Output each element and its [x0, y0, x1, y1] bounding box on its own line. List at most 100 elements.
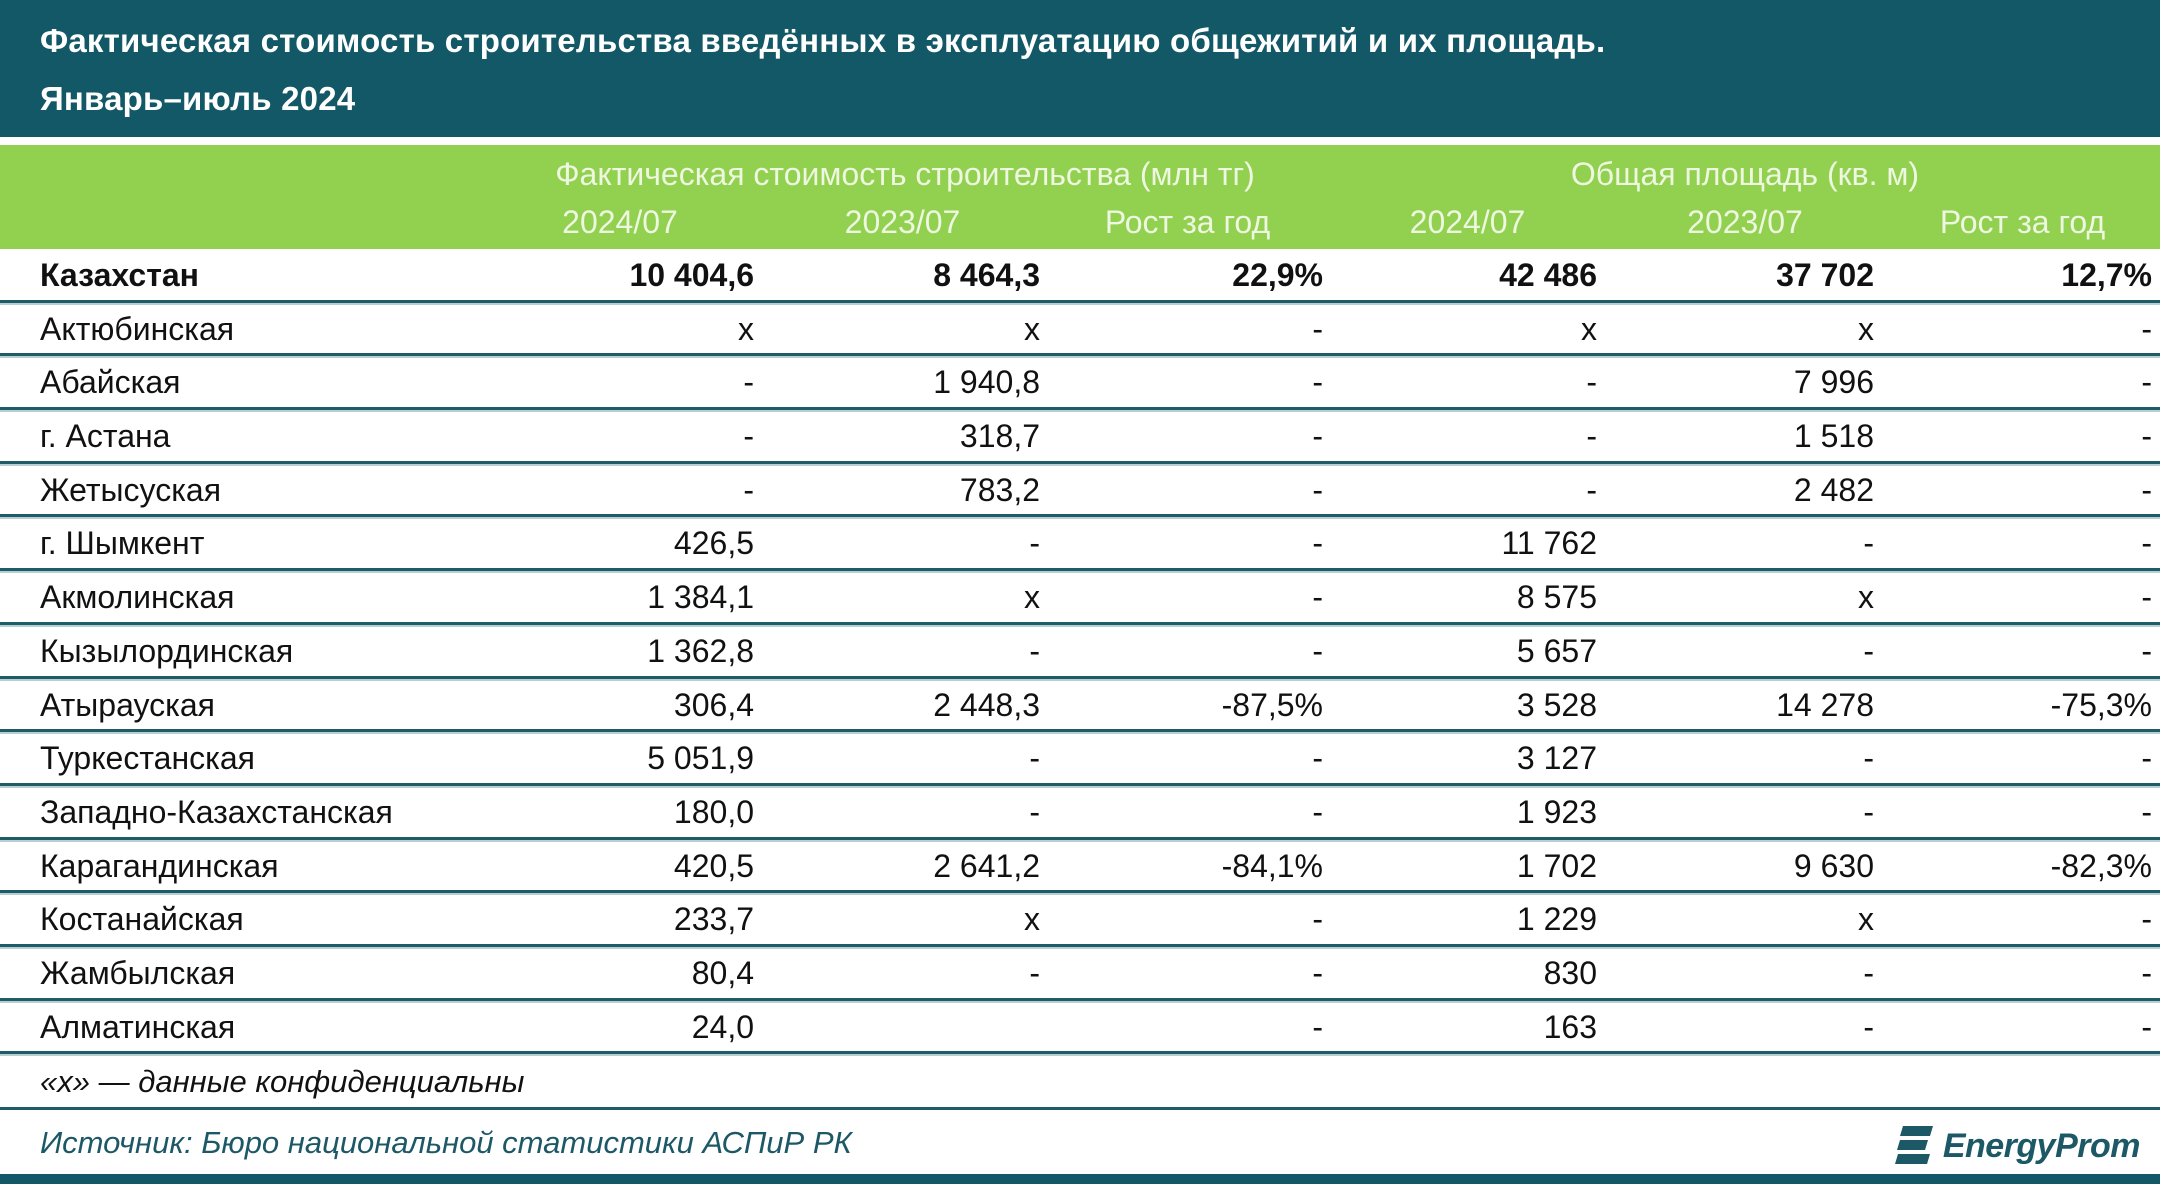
- region-name: г. Шымкент: [40, 525, 205, 562]
- source-row: Источник: Бюро национальной статистики А…: [0, 1112, 2160, 1174]
- title-separator: [0, 137, 2160, 145]
- energyprom-logo-icon: [1894, 1126, 1933, 1164]
- area-2023: -: [1863, 632, 1874, 669]
- cost-2024: 80,4: [691, 954, 754, 991]
- logo-text: EnergyProm: [1942, 1126, 2141, 1165]
- area-growth: -: [2141, 310, 2152, 347]
- area-2023: 37 702: [1776, 257, 1874, 293]
- cost-growth: -87,5%: [1221, 686, 1323, 723]
- region-name: Жетысуская: [40, 471, 222, 508]
- table-row: Акмолинская 1 384,1 x - 8 575 x -: [0, 571, 2160, 627]
- cost-2023: 318,7: [959, 418, 1040, 455]
- cost-growth: -: [1312, 364, 1323, 401]
- footnote-row: «x» — данные конфиденциальны: [0, 1054, 2160, 1111]
- cost-2023: x: [1024, 579, 1040, 616]
- area-growth: -82,3%: [2050, 847, 2152, 884]
- area-growth: -: [2141, 364, 2152, 401]
- area-growth: -: [2141, 740, 2152, 777]
- table-header: Фактическая стоимость строительства (млн…: [0, 145, 2160, 249]
- cost-growth: -84,1%: [1221, 847, 1323, 884]
- region-name: Костанайская: [40, 901, 244, 938]
- cost-2024: 233,7: [673, 901, 754, 938]
- cost-growth: -: [1312, 525, 1323, 562]
- table-row: Жамбылская 80,4 - - 830 - -: [0, 947, 2160, 1003]
- area-growth: -: [2141, 471, 2152, 508]
- area-growth: -: [2141, 954, 2152, 991]
- area-2024: -: [1586, 364, 1597, 401]
- table-row: Кызылординская 1 362,8 - - 5 657 - -: [0, 625, 2160, 681]
- col-header-area-2024: 2024/07: [1409, 204, 1526, 240]
- table-row: Жетысуская - 783,2 - - 2 482 -: [0, 464, 2160, 520]
- table-title: Фактическая стоимость строительства введ…: [40, 22, 1606, 59]
- source-note: Источник: Бюро национальной статистики А…: [40, 1125, 852, 1160]
- area-2023: x: [1858, 579, 1874, 616]
- cost-growth: -: [1312, 740, 1323, 777]
- col-header-cost-growth: Рост за год: [1104, 204, 1271, 240]
- area-growth: -: [2141, 525, 2152, 562]
- area-2023: -: [1863, 954, 1874, 991]
- cost-growth: -: [1312, 418, 1323, 455]
- region-name: Абайская: [40, 364, 181, 401]
- area-2023: -: [1863, 1008, 1874, 1045]
- bottom-bar: [0, 1174, 2160, 1184]
- region-name: Туркестанская: [40, 740, 255, 777]
- cost-2023: x: [1024, 901, 1040, 938]
- cost-2024: 1 362,8: [647, 632, 754, 669]
- area-2024: 3 528: [1516, 686, 1597, 723]
- cost-2023: 2 448,3: [933, 686, 1040, 723]
- cost-2024: 306,4: [673, 686, 754, 723]
- cost-2023: -: [1029, 740, 1040, 777]
- area-2023: -: [1863, 525, 1874, 562]
- cost-2023: -: [1029, 525, 1040, 562]
- group-header-area: Общая площадь (кв. м): [1570, 156, 1920, 192]
- area-2023: x: [1858, 901, 1874, 938]
- region-name: г. Астана: [40, 418, 171, 455]
- cost-growth: -: [1312, 954, 1323, 991]
- cost-2024: 5 051,9: [647, 740, 754, 777]
- cost-growth: -: [1312, 1008, 1323, 1045]
- region-name: Актюбинская: [40, 310, 235, 347]
- area-growth: -: [2141, 579, 2152, 616]
- area-2023: -: [1863, 740, 1874, 777]
- table-period: Январь–июль 2024: [40, 80, 356, 117]
- cost-2023: x: [1024, 310, 1040, 347]
- footnote: «x» — данные конфиденциальны: [40, 1064, 525, 1100]
- col-header-area-2023: 2023/07: [1687, 204, 1803, 240]
- cost-growth: -: [1312, 471, 1323, 508]
- region-name: Западно-Казахстанская: [40, 793, 393, 830]
- region-name: Атырауская: [40, 686, 215, 723]
- cost-2023: -: [1029, 954, 1040, 991]
- cost-2023: -: [1029, 632, 1040, 669]
- group-header-cost: Фактическая стоимость строительства (млн…: [555, 156, 1255, 192]
- cost-2023: 783,2: [959, 471, 1040, 508]
- energyprom-logo: EnergyProm: [1894, 1124, 2141, 1168]
- table-row: Туркестанская 5 051,9 - - 3 127 - -: [0, 732, 2160, 788]
- table-row: Карагандинская 420,5 2 641,2 -84,1% 1 70…: [0, 840, 2160, 895]
- cost-growth: -: [1312, 632, 1323, 669]
- area-2023: x: [1858, 310, 1874, 347]
- table-row: г. Шымкент 426,5 - - 11 762 - -: [0, 517, 2160, 573]
- area-2024: 1 702: [1516, 847, 1597, 884]
- area-growth: -: [2141, 793, 2152, 830]
- cost-growth: -: [1312, 793, 1323, 830]
- cost-growth: -: [1312, 901, 1323, 938]
- cost-2024: 1 384,1: [647, 579, 754, 616]
- area-2024: 1 229: [1516, 901, 1597, 938]
- table-row: Алматинская 24,0 - 163 - -: [0, 1001, 2160, 1056]
- cost-2024: 180,0: [673, 793, 754, 830]
- area-growth: -: [2141, 1008, 2152, 1045]
- area-2024: 3 127: [1516, 740, 1597, 777]
- area-growth: 12,7%: [2061, 257, 2152, 293]
- region-name: Алматинская: [40, 1008, 236, 1045]
- table-row: Атырауская 306,4 2 448,3 -87,5% 3 528 14…: [0, 679, 2160, 734]
- table-row-total: Казахстан 10 404,6 8 464,3 22,9% 42 486 …: [0, 249, 2160, 305]
- area-2023: 1 518: [1793, 418, 1874, 455]
- area-2024: -: [1586, 418, 1597, 455]
- table-row: Западно-Казахстанская 180,0 - - 1 923 - …: [0, 786, 2160, 842]
- cost-2023: 1 940,8: [933, 364, 1040, 401]
- cost-growth: -: [1312, 579, 1323, 616]
- area-growth: -: [2141, 632, 2152, 669]
- table-body: Казахстан 10 404,6 8 464,3 22,9% 42 486 …: [0, 249, 2160, 1111]
- area-2023: 14 278: [1776, 686, 1874, 723]
- cost-2024: -: [743, 418, 754, 455]
